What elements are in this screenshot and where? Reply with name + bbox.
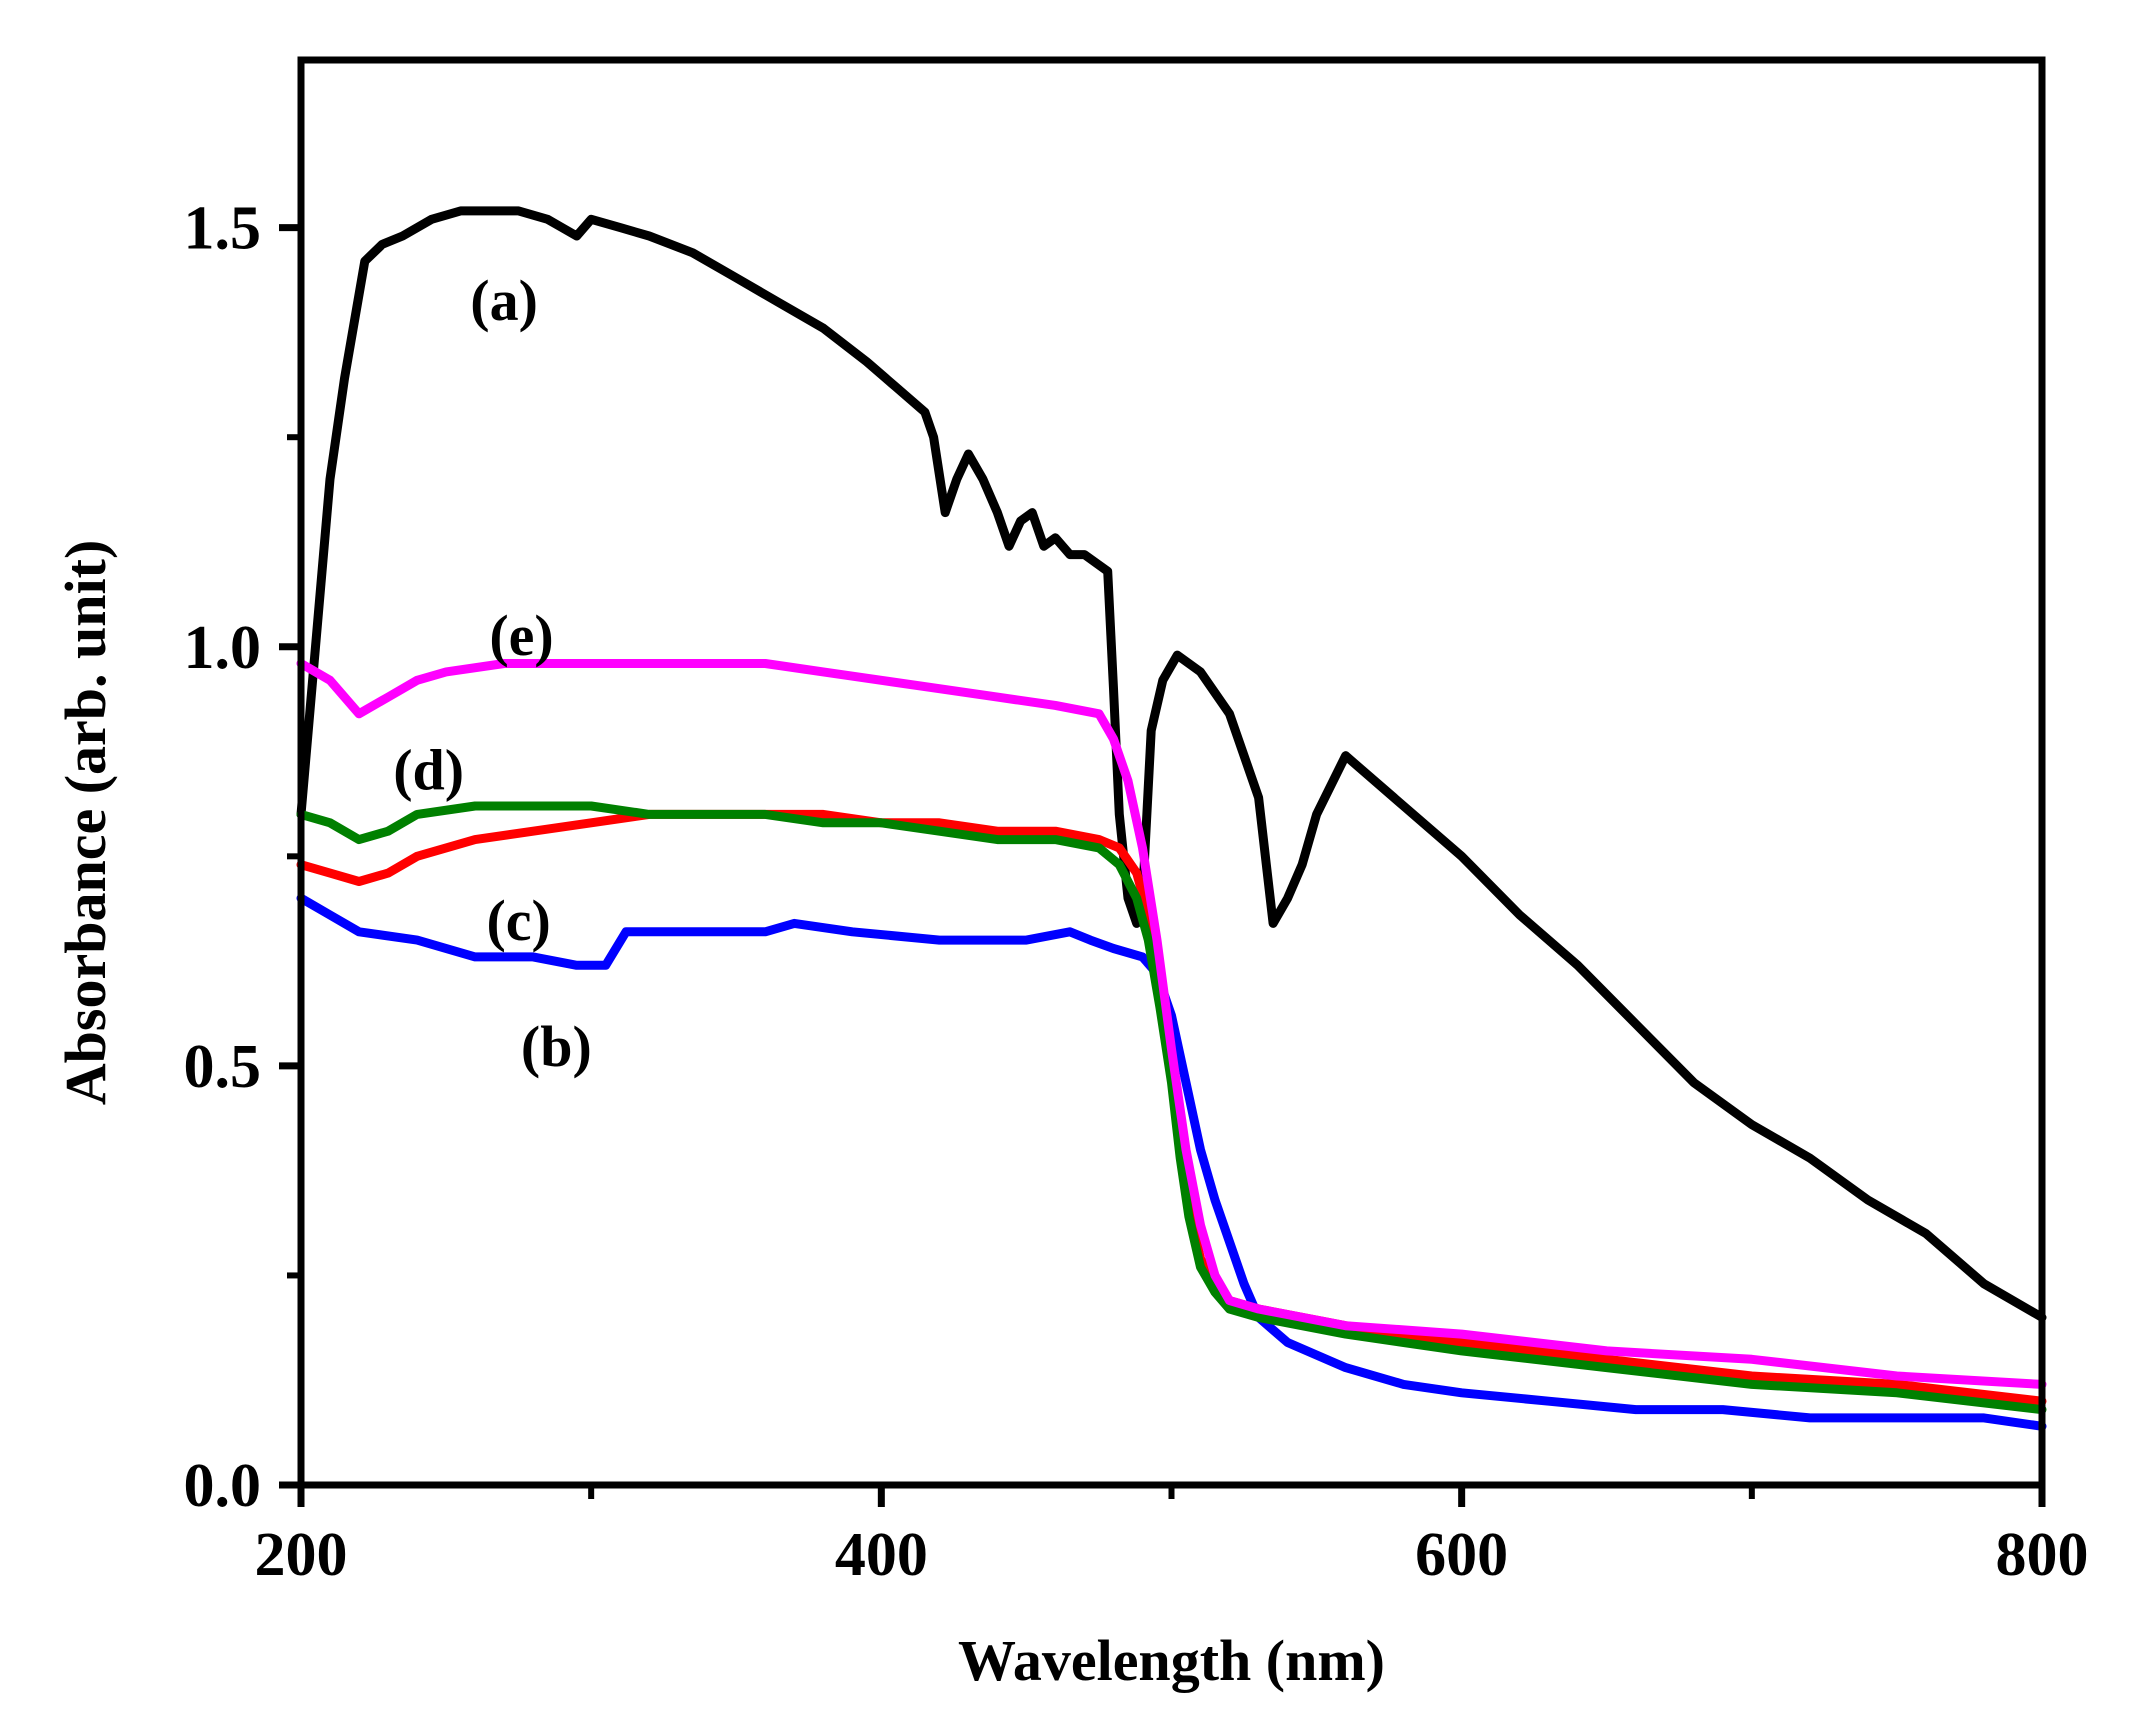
- x-tick-label: 600: [1415, 1521, 1508, 1589]
- series-label-d: (d): [393, 737, 464, 802]
- x-tick-label: 200: [255, 1521, 348, 1589]
- series-line-e: [296, 659, 2047, 1389]
- series-label-c: (c): [486, 888, 550, 953]
- series-line-a: [296, 206, 2047, 1322]
- x-axis: 200 400 600 800: [255, 1485, 2089, 1589]
- series-label-b: (b): [521, 1014, 592, 1079]
- y-axis-title: Absorbance (arb. unit): [53, 540, 118, 1106]
- series-labels: (a) (e) (d) (c) (b): [393, 268, 592, 1079]
- series-label-e: (e): [489, 603, 553, 668]
- series-label-a: (a): [470, 268, 538, 333]
- x-axis-title: Wavelength (nm): [958, 1628, 1385, 1693]
- y-tick-label: 0.0: [184, 1452, 262, 1520]
- y-axis: 0.0 0.5 1.0 1.5: [184, 195, 301, 1520]
- y-tick-label: 0.5: [184, 1033, 262, 1101]
- series-group: [296, 206, 2047, 1431]
- y-tick-label: 1.0: [184, 614, 262, 682]
- series-line-d: [296, 801, 2047, 1415]
- x-tick-label: 800: [1996, 1521, 2089, 1589]
- x-tick-label: 400: [835, 1521, 928, 1589]
- y-tick-label: 1.5: [184, 195, 262, 263]
